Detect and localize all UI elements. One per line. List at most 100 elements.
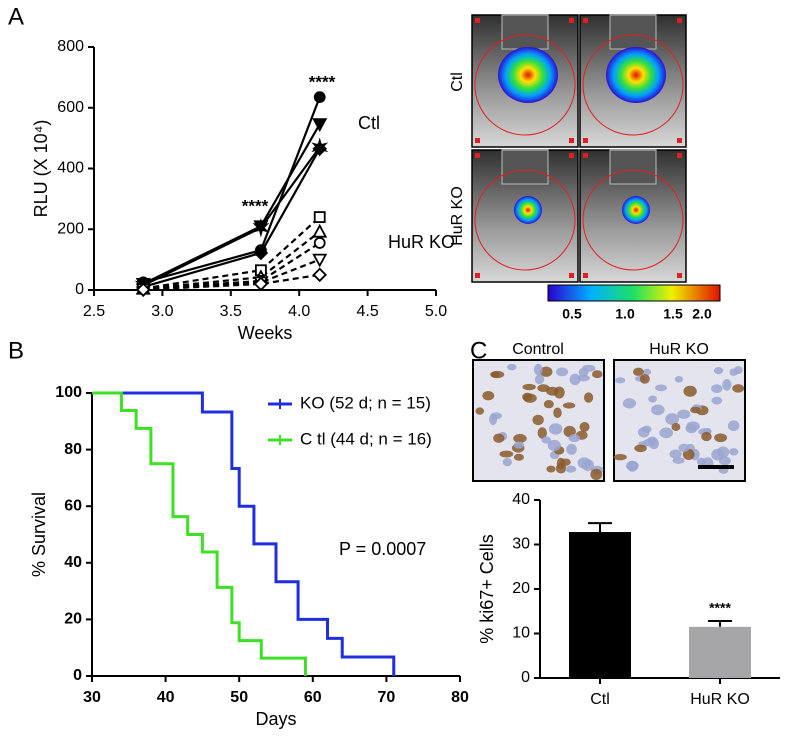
nucleus bbox=[690, 406, 701, 414]
roi-marker bbox=[475, 18, 480, 23]
y-tick-label: 30 bbox=[512, 536, 530, 553]
nucleus bbox=[553, 407, 562, 419]
nucleus bbox=[547, 439, 561, 451]
nucleus bbox=[613, 453, 627, 461]
y-tick-label: 100 bbox=[55, 384, 82, 401]
nucleus bbox=[499, 450, 514, 458]
survival-curve bbox=[92, 391, 307, 676]
roi-marker bbox=[569, 18, 574, 23]
y-tick-label: 40 bbox=[512, 491, 530, 508]
annotation: P = 0.0007 bbox=[339, 539, 426, 559]
histology-panel: Control HuR KO bbox=[472, 341, 746, 482]
marker bbox=[253, 245, 269, 261]
nucleus bbox=[713, 367, 724, 375]
roi-marker bbox=[569, 153, 574, 158]
annotation: **** bbox=[309, 72, 336, 91]
roi-marker bbox=[677, 153, 682, 158]
nucleus bbox=[513, 433, 527, 443]
marker bbox=[135, 282, 151, 297]
y-axis-label: % Survival bbox=[29, 492, 49, 577]
roi-marker bbox=[475, 153, 480, 158]
nucleus bbox=[533, 363, 543, 376]
nucleus bbox=[568, 434, 581, 443]
nucleus bbox=[507, 363, 517, 371]
colorbar-label: 1.0 bbox=[615, 306, 635, 322]
marker bbox=[312, 118, 328, 133]
nucleus bbox=[581, 459, 594, 472]
nucleus bbox=[655, 384, 667, 392]
nucleus bbox=[546, 465, 556, 473]
roi-marker bbox=[583, 273, 588, 278]
x-tick-label: HuR KO bbox=[690, 691, 750, 708]
image-holder bbox=[609, 149, 657, 185]
row-label: Ctl bbox=[449, 72, 466, 92]
marker bbox=[253, 276, 269, 292]
x-tick-label: 60 bbox=[304, 689, 322, 706]
signal-blob bbox=[622, 196, 650, 224]
x-tick-label: 3.5 bbox=[220, 303, 242, 320]
annotation: HuR KO bbox=[388, 232, 455, 252]
x-axis-label: Days bbox=[255, 709, 296, 729]
nucleus bbox=[672, 457, 685, 464]
bar bbox=[689, 626, 751, 678]
marker bbox=[312, 141, 327, 157]
micrograph-label: HuR KO bbox=[649, 341, 709, 358]
roi-marker bbox=[677, 18, 682, 23]
micrograph-label: Control bbox=[512, 341, 564, 358]
legend-label: KO (52 d; n = 15) bbox=[300, 393, 431, 412]
nucleus bbox=[513, 441, 525, 449]
nucleus bbox=[513, 453, 524, 461]
nucleus bbox=[711, 396, 723, 405]
y-tick-label: 0 bbox=[75, 281, 84, 298]
nucleus bbox=[522, 392, 533, 402]
nucleus bbox=[648, 395, 657, 403]
nucleus bbox=[642, 368, 652, 376]
marker bbox=[312, 267, 327, 283]
colorbar-label: 2.0 bbox=[692, 306, 712, 322]
x-tick-label: 5.0 bbox=[425, 303, 447, 320]
y-tick-label: 400 bbox=[57, 160, 84, 177]
image-holder bbox=[609, 14, 657, 50]
nucleus bbox=[651, 404, 665, 416]
nucleus bbox=[493, 433, 505, 443]
series-line bbox=[143, 216, 321, 290]
image-holder bbox=[501, 149, 549, 185]
annotation: **** bbox=[242, 196, 269, 215]
y-tick-label: 80 bbox=[64, 441, 82, 458]
nucleus bbox=[671, 423, 681, 431]
nucleus bbox=[732, 384, 745, 393]
y-tick-label: 600 bbox=[57, 99, 84, 116]
nucleus bbox=[665, 413, 680, 426]
nucleus bbox=[565, 465, 577, 473]
marker bbox=[313, 211, 326, 224]
nucleus bbox=[532, 414, 544, 426]
nucleus bbox=[642, 438, 656, 447]
marker bbox=[313, 237, 326, 249]
x-tick-label: 4.0 bbox=[288, 303, 310, 320]
nucleus bbox=[729, 448, 739, 456]
nucleus bbox=[543, 400, 554, 409]
nucleus bbox=[537, 427, 547, 439]
nucleus bbox=[562, 402, 576, 409]
nucleus bbox=[482, 391, 495, 401]
x-tick-label: 40 bbox=[157, 689, 175, 706]
nucleus bbox=[490, 371, 500, 379]
roi-marker bbox=[583, 153, 588, 158]
roi-marker bbox=[475, 273, 480, 278]
roi-circle bbox=[582, 34, 684, 136]
nucleus bbox=[634, 444, 647, 453]
nucleus bbox=[674, 376, 684, 383]
x-tick-label: 70 bbox=[378, 689, 396, 706]
y-tick-label: 20 bbox=[512, 580, 530, 597]
nucleus bbox=[553, 386, 565, 399]
series-line bbox=[143, 273, 320, 291]
colorbar-label: 1.5 bbox=[663, 306, 683, 322]
nucleus bbox=[714, 433, 728, 443]
nucleus bbox=[576, 374, 590, 382]
bar bbox=[569, 532, 631, 678]
roi-marker bbox=[677, 273, 682, 278]
signal-blob bbox=[498, 47, 558, 103]
series-line bbox=[143, 241, 321, 290]
y-tick-label: 60 bbox=[64, 497, 82, 514]
